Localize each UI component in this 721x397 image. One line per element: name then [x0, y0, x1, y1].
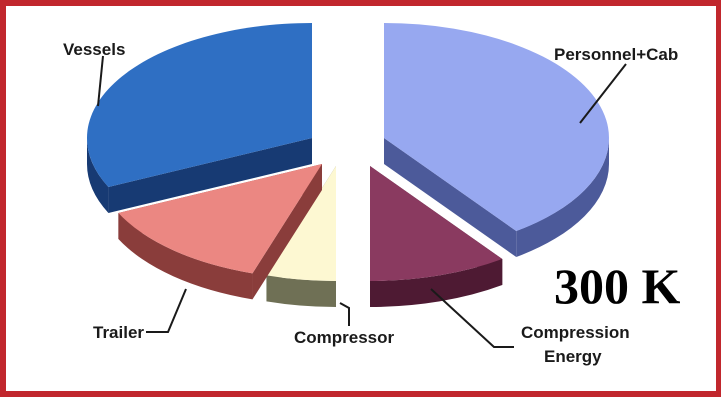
leader-vessels	[97, 55, 104, 107]
leader-personnel	[579, 63, 627, 124]
slice-trailer-rim	[118, 212, 253, 300]
leader-compressor	[339, 302, 350, 326]
slice-personnel-cab-rim	[516, 138, 609, 258]
slice-trailer	[118, 164, 322, 300]
annotation-300k: 300 K	[554, 258, 681, 314]
slice-personnel-cab-top	[384, 23, 609, 232]
slice-trailer-top	[118, 164, 322, 274]
label-compression-line1: Compression	[521, 323, 630, 342]
label-trailer: Trailer	[93, 323, 144, 342]
leader-compression-energy	[430, 288, 514, 348]
label-compressor: Compressor	[294, 328, 395, 347]
slice-vessels-rim	[87, 138, 109, 213]
slice-vessels	[86, 23, 312, 213]
slice-compression-energy	[370, 166, 503, 307]
pie-chart: Vessels Personnel+Cab Trailer Compressor…	[63, 23, 681, 366]
slice-vessels-top	[86, 23, 312, 187]
slice-compression-energy-rim	[370, 259, 503, 307]
slice-personnel-cab	[384, 23, 609, 258]
label-vessels: Vessels	[63, 40, 125, 59]
slice-compressor-rim	[266, 275, 336, 307]
slice-personnel-cab-edge	[384, 23, 517, 258]
leader-trailer	[146, 288, 187, 333]
slice-vessels-edge	[108, 23, 312, 213]
slice-compression-energy-top	[370, 166, 503, 281]
label-compression-line2: Energy	[544, 347, 602, 366]
label-personnel-cab: Personnel+Cab	[554, 45, 678, 64]
